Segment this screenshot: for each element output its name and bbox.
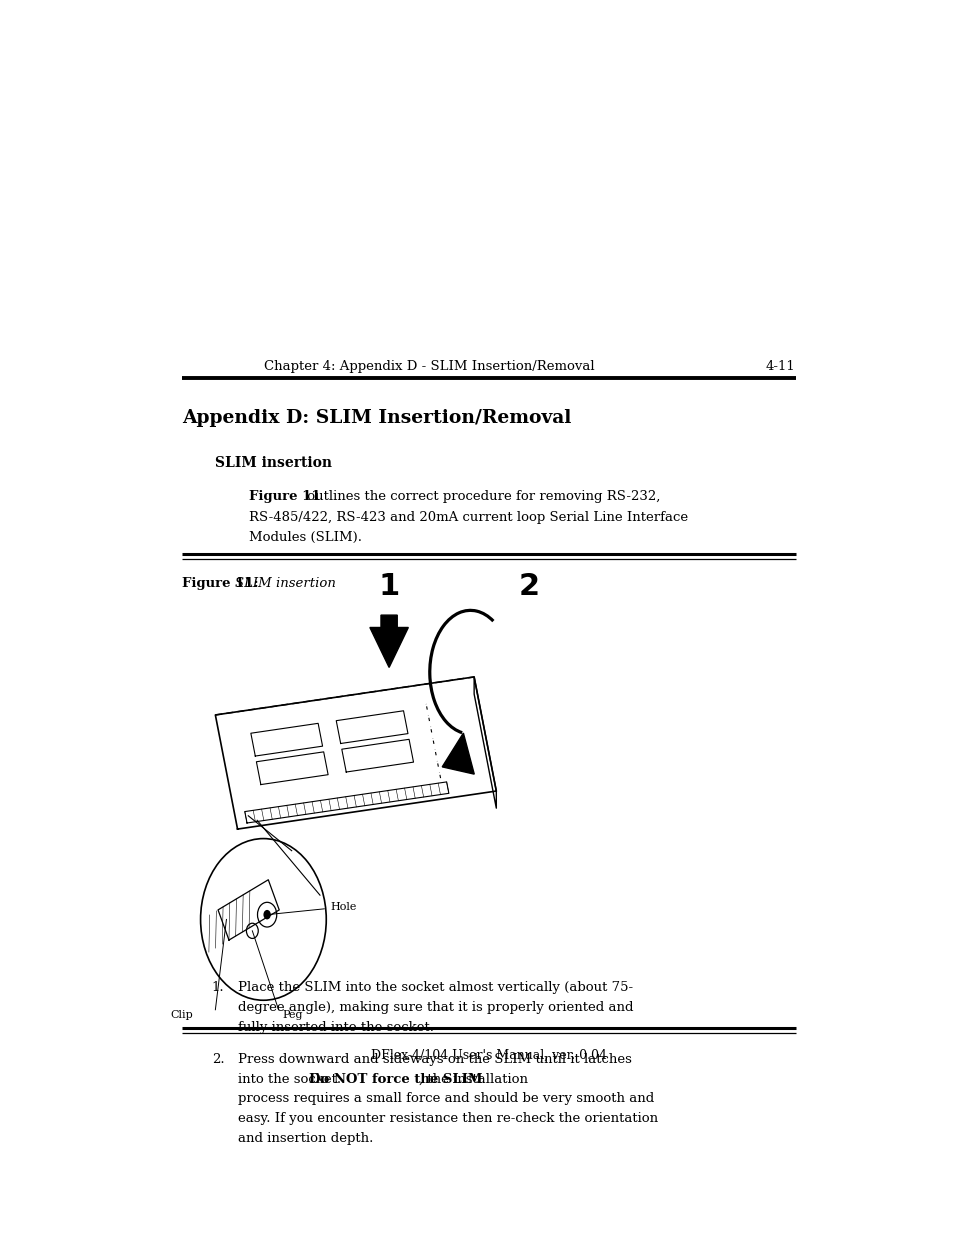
Text: Place the SLIM into the socket almost vertically (about 75-: Place the SLIM into the socket almost ve… [237,982,632,994]
Text: SLIM insertion: SLIM insertion [235,577,335,590]
Circle shape [263,910,271,919]
Text: 1.: 1. [212,982,224,994]
Text: into the socket.: into the socket. [237,1072,345,1086]
Text: SLIM insertion: SLIM insertion [215,456,332,471]
Text: Press downward and sideways on the SLIM until it latches: Press downward and sideways on the SLIM … [237,1052,631,1066]
Text: outlines the correct procedure for removing RS-232,: outlines the correct procedure for remov… [302,489,659,503]
Text: easy. If you encounter resistance then re-check the orientation: easy. If you encounter resistance then r… [237,1113,657,1125]
Text: Figure 11: Figure 11 [249,489,320,503]
Text: fully inserted into the socket.: fully inserted into the socket. [237,1021,433,1034]
Text: Figure 11:: Figure 11: [182,577,263,590]
Text: Hole: Hole [270,902,356,914]
Text: , the installation: , the installation [418,1072,527,1086]
Text: Appendix D: SLIM Insertion/Removal: Appendix D: SLIM Insertion/Removal [182,409,571,427]
Text: and insertion depth.: and insertion depth. [237,1132,373,1145]
Text: 2.: 2. [212,1052,224,1066]
Text: 2: 2 [518,572,539,601]
Text: 1: 1 [378,572,399,601]
Text: Modules (SLIM).: Modules (SLIM). [249,531,361,545]
Text: degree angle), making sure that it is properly oriented and: degree angle), making sure that it is pr… [237,1002,633,1014]
FancyArrow shape [370,615,408,667]
Text: process requires a small force and should be very smooth and: process requires a small force and shoul… [237,1093,653,1105]
Text: Chapter 4: Appendix D - SLIM Insertion/Removal: Chapter 4: Appendix D - SLIM Insertion/R… [264,359,595,373]
Text: 4-11: 4-11 [765,359,795,373]
Polygon shape [442,734,474,774]
Text: Do NOT force the SLIM: Do NOT force the SLIM [309,1072,482,1086]
Text: RS-485/422, RS-423 and 20mA current loop Serial Line Interface: RS-485/422, RS-423 and 20mA current loop… [249,510,687,524]
Text: Clip: Clip [171,1010,193,1020]
Text: DFlex-4/104 User's Manual, ver. 0.04: DFlex-4/104 User's Manual, ver. 0.04 [371,1049,606,1062]
Text: Peg: Peg [282,1010,302,1020]
